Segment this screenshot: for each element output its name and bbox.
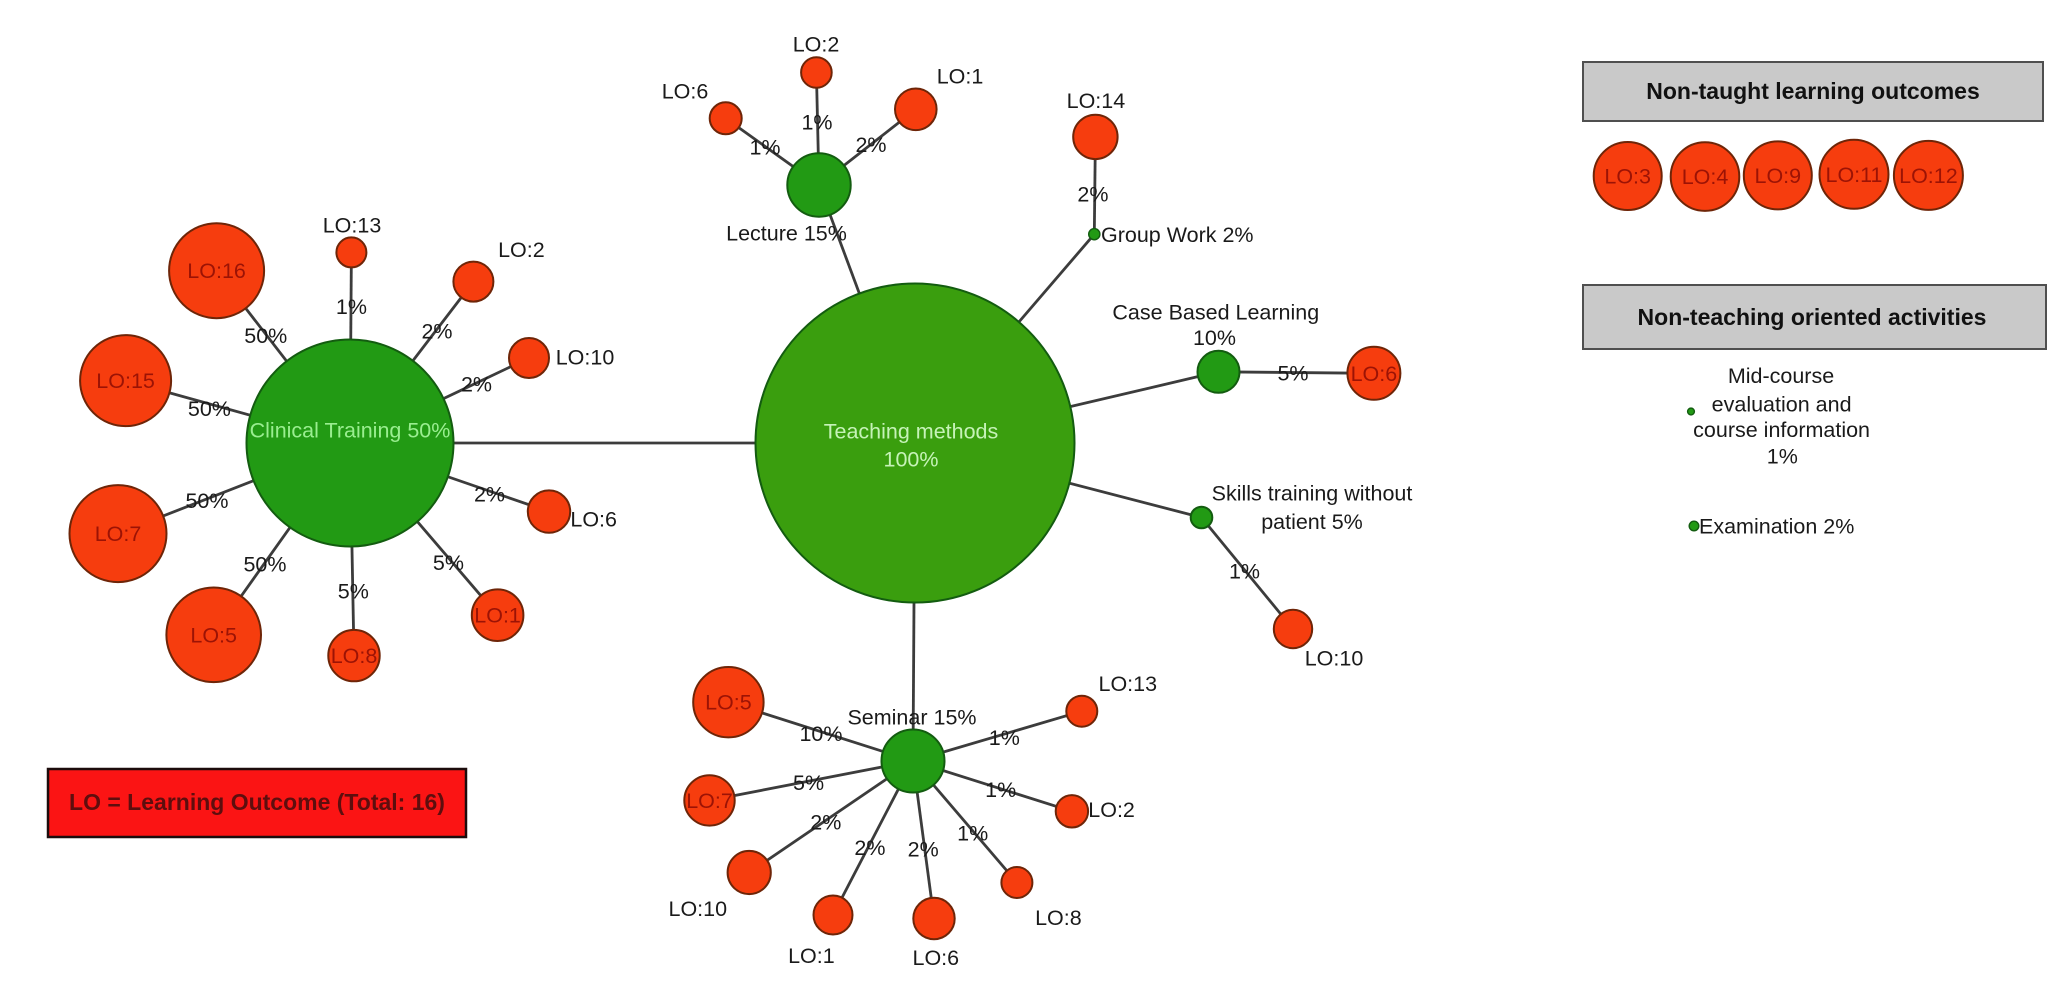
svg-text:LO:16: LO:16 bbox=[187, 259, 246, 283]
svg-text:2%: 2% bbox=[854, 836, 885, 860]
svg-text:LO:14: LO:14 bbox=[1067, 89, 1126, 113]
svg-text:2%: 2% bbox=[908, 838, 939, 862]
svg-text:patient 5%: patient 5% bbox=[1261, 510, 1363, 534]
svg-text:Lecture 15%: Lecture 15% bbox=[726, 222, 847, 246]
svg-text:LO:12: LO:12 bbox=[1899, 164, 1958, 188]
svg-text:50%: 50% bbox=[185, 489, 228, 513]
svg-text:Case Based Learning: Case Based Learning bbox=[1112, 301, 1319, 325]
svg-text:Non-taught learning outcomes: Non-taught learning outcomes bbox=[1646, 78, 1980, 104]
svg-text:LO:1: LO:1 bbox=[937, 65, 984, 89]
svg-text:5%: 5% bbox=[793, 771, 824, 795]
svg-text:evaluation and: evaluation and bbox=[1712, 393, 1852, 417]
svg-text:100%: 100% bbox=[884, 448, 939, 472]
svg-text:LO:6: LO:6 bbox=[570, 508, 617, 532]
svg-text:Skills training without: Skills training without bbox=[1212, 482, 1413, 506]
svg-text:1%: 1% bbox=[1229, 560, 1260, 584]
svg-text:LO:9: LO:9 bbox=[1754, 164, 1801, 188]
svg-text:LO:2: LO:2 bbox=[793, 33, 840, 57]
svg-text:LO:8: LO:8 bbox=[331, 644, 378, 668]
svg-text:10%: 10% bbox=[1193, 326, 1236, 350]
svg-text:1%: 1% bbox=[801, 111, 832, 135]
svg-text:1%: 1% bbox=[957, 821, 988, 845]
svg-text:LO:8: LO:8 bbox=[1035, 906, 1082, 930]
svg-text:LO:3: LO:3 bbox=[1604, 165, 1651, 189]
svg-text:10%: 10% bbox=[799, 722, 842, 746]
svg-text:LO:2: LO:2 bbox=[1088, 798, 1135, 822]
svg-text:50%: 50% bbox=[243, 553, 286, 577]
svg-text:LO:10: LO:10 bbox=[556, 346, 615, 370]
svg-text:Teaching methods: Teaching methods bbox=[824, 420, 999, 444]
svg-text:Examination 2%: Examination 2% bbox=[1699, 515, 1854, 539]
svg-text:2%: 2% bbox=[421, 319, 452, 343]
svg-text:1%: 1% bbox=[985, 778, 1016, 802]
svg-text:LO:6: LO:6 bbox=[1351, 362, 1398, 386]
svg-text:5%: 5% bbox=[1277, 361, 1308, 385]
svg-text:LO = Learning Outcome (Total:: LO = Learning Outcome (Total: 16) bbox=[69, 789, 445, 815]
svg-text:2%: 2% bbox=[1077, 182, 1108, 206]
svg-text:LO:5: LO:5 bbox=[705, 691, 752, 715]
svg-text:LO:15: LO:15 bbox=[96, 369, 155, 393]
svg-text:LO:13: LO:13 bbox=[323, 214, 382, 238]
svg-text:Mid-course: Mid-course bbox=[1728, 364, 1834, 388]
svg-text:Seminar 15%: Seminar 15% bbox=[847, 706, 976, 730]
svg-text:Group Work 2%: Group Work 2% bbox=[1101, 223, 1254, 247]
svg-text:2%: 2% bbox=[810, 811, 841, 835]
svg-text:LO:6: LO:6 bbox=[662, 80, 709, 104]
svg-text:LO:6: LO:6 bbox=[912, 946, 959, 970]
svg-text:LO:13: LO:13 bbox=[1099, 672, 1158, 696]
svg-text:Non-teaching oriented activiti: Non-teaching oriented activities bbox=[1638, 304, 1987, 330]
svg-text:LO:1: LO:1 bbox=[474, 604, 521, 628]
svg-text:LO:1: LO:1 bbox=[788, 944, 835, 968]
svg-text:5%: 5% bbox=[338, 580, 369, 604]
svg-text:1%: 1% bbox=[989, 726, 1020, 750]
svg-text:2%: 2% bbox=[474, 482, 505, 506]
svg-text:LO:2: LO:2 bbox=[498, 238, 545, 262]
svg-text:Clinical Training 50%: Clinical Training 50% bbox=[250, 419, 451, 443]
svg-text:1%: 1% bbox=[749, 136, 780, 160]
svg-text:1%: 1% bbox=[336, 295, 367, 319]
svg-text:5%: 5% bbox=[433, 551, 464, 575]
svg-text:LO:7: LO:7 bbox=[95, 522, 142, 546]
svg-text:50%: 50% bbox=[188, 397, 231, 421]
svg-text:LO:10: LO:10 bbox=[1305, 647, 1364, 671]
svg-text:course information: course information bbox=[1693, 418, 1870, 442]
svg-text:2%: 2% bbox=[461, 373, 492, 397]
svg-text:LO:7: LO:7 bbox=[686, 789, 733, 813]
svg-text:LO:11: LO:11 bbox=[1826, 163, 1883, 187]
svg-text:50%: 50% bbox=[244, 324, 287, 348]
svg-text:2%: 2% bbox=[855, 133, 886, 157]
svg-text:LO:4: LO:4 bbox=[1682, 165, 1729, 189]
svg-text:LO:5: LO:5 bbox=[190, 623, 237, 647]
svg-text:1%: 1% bbox=[1767, 445, 1798, 469]
svg-text:LO:10: LO:10 bbox=[669, 897, 728, 921]
